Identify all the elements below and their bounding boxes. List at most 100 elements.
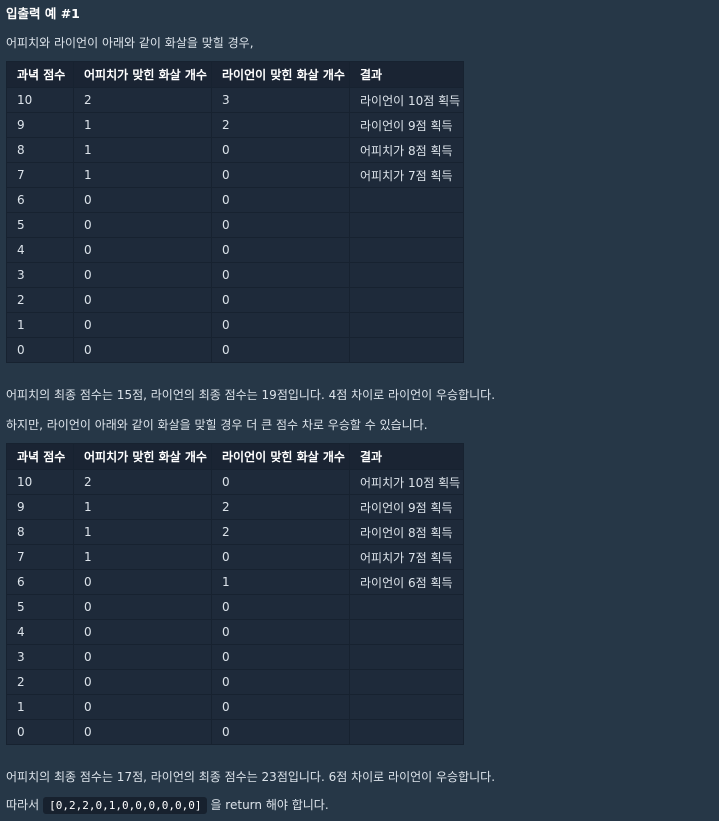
cell-result — [349, 694, 464, 720]
cell-target-score: 1 — [6, 694, 74, 720]
cell-target-score: 8 — [6, 137, 74, 163]
cell-result — [349, 262, 464, 288]
cell-result — [349, 719, 464, 745]
cell-target-score: 0 — [6, 337, 74, 363]
cell-result — [349, 594, 464, 620]
cell-apeach-arrows: 0 — [73, 594, 212, 620]
cell-ryan-arrows: 2 — [211, 494, 350, 520]
example-heading: 입출력 예 #1 — [6, 6, 80, 21]
intro-text: 어피치와 라이언이 아래와 같이 화살을 맞힐 경우, — [6, 36, 254, 50]
cell-target-score: 10 — [6, 87, 74, 113]
cell-apeach-arrows: 2 — [73, 469, 212, 495]
cell-ryan-arrows: 0 — [211, 312, 350, 338]
cell-result — [349, 237, 464, 263]
header-target-score: 과녁 점수 — [6, 61, 74, 88]
cell-apeach-arrows: 0 — [73, 262, 212, 288]
cell-result: 어피치가 10점 획득 — [349, 469, 464, 495]
cell-apeach-arrows: 0 — [73, 237, 212, 263]
answer-code: [0,2,2,0,1,0,0,0,0,0,0] — [43, 797, 208, 814]
cell-ryan-arrows: 0 — [211, 187, 350, 213]
table-row: 6 0 1 라이언이 6점 획득 — [6, 569, 464, 595]
cell-ryan-arrows: 0 — [211, 237, 350, 263]
score-table-2: 과녁 점수 어피치가 맞힌 화살 개수 라이언이 맞힌 화살 개수 결과 10 2… — [6, 443, 464, 745]
cell-apeach-arrows: 0 — [73, 312, 212, 338]
cell-result — [349, 187, 464, 213]
cell-ryan-arrows: 0 — [211, 337, 350, 363]
cell-target-score: 5 — [6, 594, 74, 620]
table-row: 7 1 0 어피치가 7점 획득 — [6, 162, 464, 188]
cell-apeach-arrows: 0 — [73, 212, 212, 238]
conclusion-prefix: 따라서 — [6, 798, 40, 812]
conclusion-suffix: 을 return 해야 합니다. — [210, 798, 329, 812]
cell-ryan-arrows: 0 — [211, 162, 350, 188]
cell-ryan-arrows: 0 — [211, 262, 350, 288]
cell-apeach-arrows: 0 — [73, 287, 212, 313]
cell-target-score: 6 — [6, 569, 74, 595]
table-row: 10 2 0 어피치가 10점 획득 — [6, 469, 464, 495]
cell-target-score: 0 — [6, 719, 74, 745]
cell-result — [349, 312, 464, 338]
cell-ryan-arrows: 0 — [211, 594, 350, 620]
cell-ryan-arrows: 3 — [211, 87, 350, 113]
cell-apeach-arrows: 0 — [73, 694, 212, 720]
table-row: 8 1 0 어피치가 8점 획득 — [6, 137, 464, 163]
cell-result — [349, 619, 464, 645]
header-apeach-arrows: 어피치가 맞힌 화살 개수 — [73, 443, 212, 470]
cell-target-score: 3 — [6, 644, 74, 670]
table-header-row: 과녁 점수 어피치가 맞힌 화살 개수 라이언이 맞힌 화살 개수 결과 — [6, 443, 464, 470]
score-table-1: 과녁 점수 어피치가 맞힌 화살 개수 라이언이 맞힌 화살 개수 결과 10 2… — [6, 61, 464, 363]
cell-result: 어피치가 7점 획득 — [349, 544, 464, 570]
cell-result: 어피치가 8점 획득 — [349, 137, 464, 163]
cell-apeach-arrows: 0 — [73, 569, 212, 595]
cell-apeach-arrows: 1 — [73, 519, 212, 545]
cell-apeach-arrows: 0 — [73, 719, 212, 745]
transition-text: 하지만, 라이언이 아래와 같이 화살을 맞힐 경우 더 큰 점수 차로 우승할… — [6, 418, 428, 432]
cell-apeach-arrows: 1 — [73, 112, 212, 138]
cell-result — [349, 337, 464, 363]
cell-target-score: 9 — [6, 112, 74, 138]
table-row: 8 1 2 라이언이 8점 획득 — [6, 519, 464, 545]
cell-target-score: 7 — [6, 162, 74, 188]
cell-apeach-arrows: 1 — [73, 137, 212, 163]
cell-target-score: 10 — [6, 469, 74, 495]
cell-target-score: 2 — [6, 287, 74, 313]
cell-apeach-arrows: 1 — [73, 494, 212, 520]
cell-target-score: 8 — [6, 519, 74, 545]
cell-apeach-arrows: 0 — [73, 644, 212, 670]
cell-ryan-arrows: 0 — [211, 544, 350, 570]
cell-result — [349, 669, 464, 695]
summary-text-2: 어피치의 최종 점수는 17점, 라이언의 최종 점수는 23점입니다. 6점 … — [6, 770, 496, 784]
header-ryan-arrows: 라이언이 맞힌 화살 개수 — [211, 61, 350, 88]
cell-ryan-arrows: 0 — [211, 694, 350, 720]
conclusion-text: 따라서 [0,2,2,0,1,0,0,0,0,0,0] 을 return 해야 합니… — [6, 796, 329, 814]
cell-ryan-arrows: 2 — [211, 519, 350, 545]
cell-ryan-arrows: 0 — [211, 644, 350, 670]
table-body: 10 2 3 라이언이 10점 획득 9 1 2 라이언이 9점 획득 8 1 0 어피치가 8점 획… — [6, 87, 464, 363]
header-result: 결과 — [349, 443, 464, 470]
cell-apeach-arrows: 1 — [73, 544, 212, 570]
cell-ryan-arrows: 0 — [211, 619, 350, 645]
cell-apeach-arrows: 0 — [73, 619, 212, 645]
cell-target-score: 2 — [6, 669, 74, 695]
cell-ryan-arrows: 0 — [211, 669, 350, 695]
cell-result: 어피치가 7점 획득 — [349, 162, 464, 188]
cell-result — [349, 287, 464, 313]
cell-apeach-arrows: 0 — [73, 669, 212, 695]
table-row: 7 1 0 어피치가 7점 획득 — [6, 544, 464, 570]
cell-result: 라이언이 9점 획득 — [349, 112, 464, 138]
table-row: 10 2 3 라이언이 10점 획득 — [6, 87, 464, 113]
cell-ryan-arrows: 1 — [211, 569, 350, 595]
cell-result: 라이언이 10점 획득 — [349, 87, 464, 113]
cell-ryan-arrows: 0 — [211, 469, 350, 495]
